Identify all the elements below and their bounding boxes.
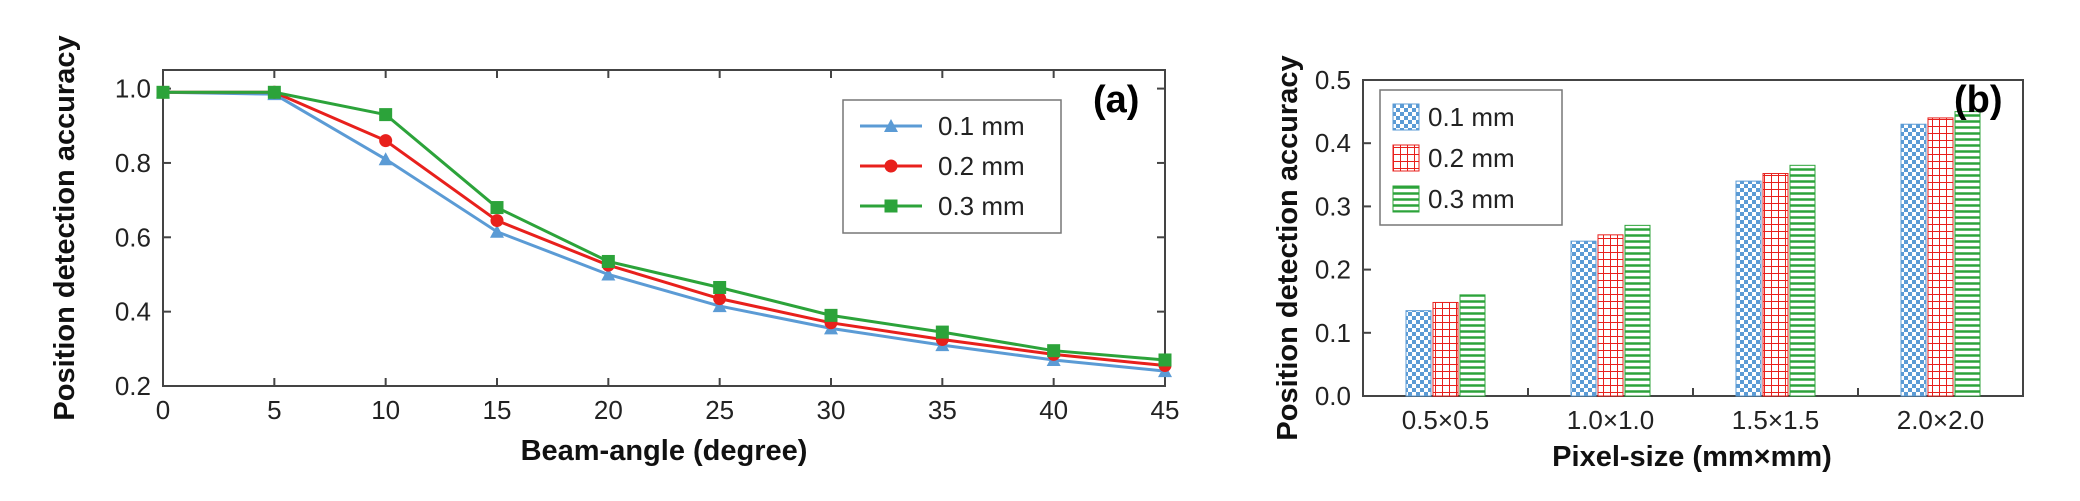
panel-a-series-line <box>163 90 1166 362</box>
panel-b-bar-0-1-mm <box>1570 240 1597 397</box>
panel-a-legend: 0.1 mm 0.2 mm 0.3 mm <box>842 99 1062 234</box>
panel-b-label: (b) <box>1954 79 2003 121</box>
panel-b-legend-swatch <box>1392 185 1420 213</box>
panel-a-y-tick-label: 0.2 <box>115 371 151 401</box>
panel-a-line-chart: 0.2 0.4 0.6 0.8 1.0 0 5 10 15 20 25 30 35 40 45 Posit… <box>49 35 1179 467</box>
panel-a-data-point <box>490 201 504 215</box>
panel-b-bar-0-3-mm <box>1624 224 1651 397</box>
panel-a-x-tick-label: 20 <box>594 395 623 425</box>
panel-a-data-point <box>824 308 838 322</box>
panel-b-legend-swatch <box>1392 144 1420 172</box>
panel-a-y-axis-label: Position detection accuracy <box>49 35 81 420</box>
panel-a-series-line <box>162 90 1166 373</box>
panel-a-x-tick-label: 30 <box>817 395 846 425</box>
panel-b-bar-0-2-mm <box>1432 301 1459 397</box>
panel-a-data-point <box>712 299 727 313</box>
panel-b-y-tick-label: 0.4 <box>1315 128 1351 158</box>
panel-b-legend: 0.1 mm 0.2 mm 0.3 mm <box>1379 89 1563 226</box>
panel-b-legend-label: 0.3 mm <box>1428 184 1515 214</box>
panel-b-y-tick-label: 0.1 <box>1315 318 1351 348</box>
panel-b-x-tick-label: 1.5×1.5 <box>1732 405 1819 435</box>
panel-b-y-tick-label: 0.0 <box>1315 381 1351 411</box>
panel-a-legend-marker <box>884 159 898 173</box>
panel-a-y-tick-label: 1.0 <box>115 74 151 104</box>
panel-a-legend-label: 0.1 mm <box>938 111 1025 141</box>
panel-a-data-point <box>490 224 504 238</box>
panel-b-bar-0-2-mm <box>1927 117 1954 397</box>
panel-a-data-point <box>490 214 504 228</box>
panel-b-legend-label: 0.1 mm <box>1428 102 1515 132</box>
panel-b-bar-chart: 0.0 0.1 0.2 0.3 0.4 0.5 0.5×0.5 1.0×1.0 1.5×1.5… <box>1272 55 2024 473</box>
panel-a-y-tick-label: 0.4 <box>115 297 151 327</box>
panel-a-data-point <box>713 280 727 294</box>
panel-a-data-point <box>935 325 949 339</box>
panel-a-x-tick-label: 5 <box>267 395 281 425</box>
panel-a-x-axis-label: Beam-angle (degree) <box>521 435 808 467</box>
panel-a-series-0-3-mm <box>156 85 1172 367</box>
panel-b-bar-0-3-mm <box>1459 294 1486 397</box>
panel-a-x-tick-label: 40 <box>1039 395 1068 425</box>
panel-b-y-axis-label: Position detection accuracy <box>1272 55 1304 440</box>
panel-a-data-point <box>267 85 281 99</box>
panel-a-data-point <box>378 152 393 166</box>
panel-a-data-point <box>713 292 727 306</box>
panel-b-bar-0-1-mm <box>1405 310 1432 397</box>
panel-b-x-tick-label: 2.0×2.0 <box>1897 405 1984 435</box>
panel-b-y-tick-label: 0.5 <box>1315 65 1351 95</box>
panel-a-data-point <box>1047 344 1061 358</box>
panel-a-data-point <box>156 85 170 99</box>
panel-b-bar-0-1-mm <box>1735 180 1762 397</box>
panel-a-x-tick-label: 0 <box>156 395 170 425</box>
panel-a-data-point <box>601 254 615 268</box>
panel-a-legend-marker <box>884 199 898 213</box>
panel-a-y-tick-label: 0.8 <box>115 148 151 178</box>
panel-a-data-point <box>601 267 616 281</box>
panel-b-x-tick-label: 0.5×0.5 <box>1402 405 1489 435</box>
panel-a-legend-marker <box>884 119 898 132</box>
panel-a-series-line <box>163 90 1166 368</box>
panel-b-y-tick-label: 0.2 <box>1315 255 1351 285</box>
panel-a-x-tick-label: 15 <box>483 395 512 425</box>
panel-b-x-axis-label: Pixel-size (mm×mm) <box>1552 441 1832 473</box>
panel-b-bar-0-2-mm <box>1597 234 1624 397</box>
panel-a-x-tick-label: 10 <box>371 395 400 425</box>
panel-a-label: (a) <box>1093 79 1139 121</box>
panel-b-legend-swatch <box>1392 103 1420 131</box>
panel-a-data-point <box>1158 353 1172 367</box>
panel-b-bar-0-3-mm <box>1789 164 1816 397</box>
panel-a-x-tick-label: 45 <box>1151 395 1180 425</box>
panel-a-y-tick-label: 0.6 <box>115 222 151 252</box>
panel-a-x-tick-label: 25 <box>705 395 734 425</box>
panel-a-data-point <box>379 134 393 148</box>
panel-b-y-tick-label: 0.3 <box>1315 191 1351 221</box>
panel-a-legend-label: 0.2 mm <box>938 151 1025 181</box>
panel-b-x-tick-label: 1.0×1.0 <box>1567 405 1654 435</box>
panel-b-bar-0-1-mm <box>1900 123 1927 397</box>
panel-a-x-tick-label: 35 <box>928 395 957 425</box>
panel-b-bar-0-2-mm <box>1762 173 1789 397</box>
panel-a-data-point <box>379 108 393 122</box>
panel-b-legend-label: 0.2 mm <box>1428 143 1515 173</box>
panel-a-legend-label: 0.3 mm <box>938 191 1025 221</box>
panel-a-plot-frame <box>162 69 1166 387</box>
panel-b-bar-0-3-mm <box>1954 111 1981 397</box>
